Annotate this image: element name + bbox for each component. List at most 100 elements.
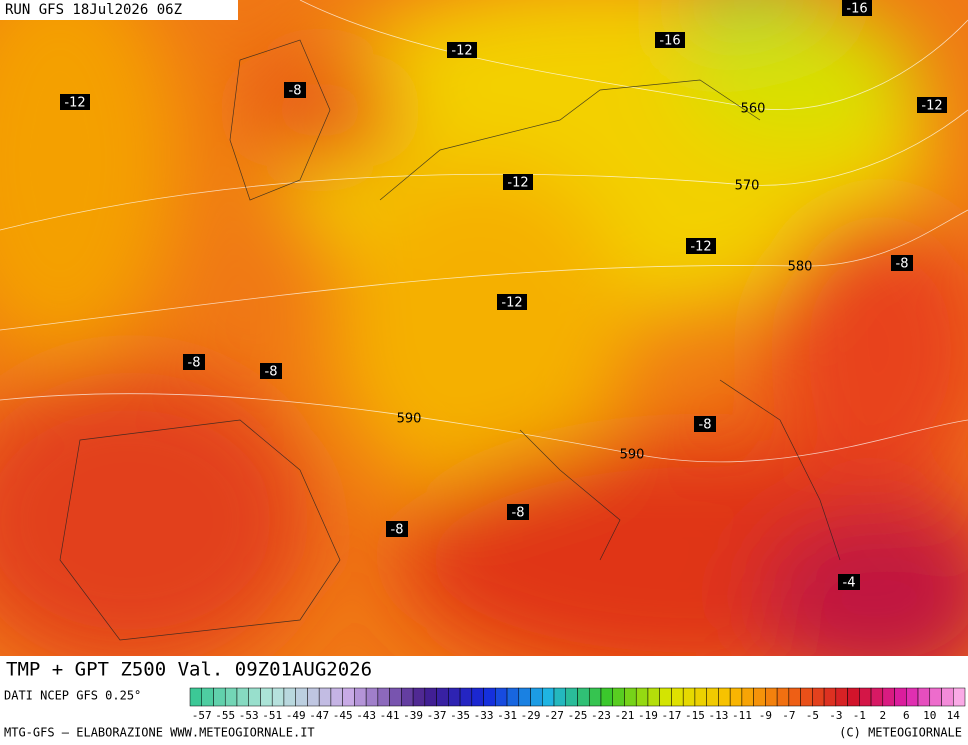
color-swatch: [577, 687, 590, 707]
temperature-label: -8: [289, 84, 302, 99]
temperature-label: -12: [690, 240, 711, 255]
color-swatch: [659, 687, 672, 707]
temperature-label: -12: [501, 296, 522, 311]
color-swatch: [917, 687, 931, 707]
color-swatch: [330, 687, 343, 707]
temperature-label: -8: [896, 257, 909, 272]
color-swatch: [929, 687, 942, 707]
credit-text: MTG-GFS — ELABORAZIONE WWW.METEOGIORNALE…: [4, 726, 315, 740]
legend-label: -57: [192, 709, 212, 722]
color-swatch: [847, 687, 860, 707]
color-swatch: [271, 687, 285, 707]
temperature-label: -4: [843, 576, 856, 591]
label-box: [686, 238, 716, 254]
legend-label: -19: [638, 709, 658, 722]
color-swatch: [741, 687, 754, 707]
color-swatch: [694, 687, 707, 707]
legend-label: -43: [356, 709, 376, 722]
color-swatch: [342, 687, 355, 707]
color-swatch: [295, 687, 308, 707]
color-swatch: [635, 687, 649, 707]
color-swatch: [506, 687, 520, 707]
color-swatch: [318, 687, 332, 707]
legend-label: -15: [685, 709, 705, 722]
title-box: [0, 656, 413, 684]
temperature-label: -8: [188, 356, 201, 371]
label-box: [497, 294, 527, 310]
color-swatch: [201, 687, 214, 707]
color-swatch: [906, 687, 919, 707]
color-swatch: [823, 687, 837, 707]
color-swatch: [753, 687, 766, 707]
coastlines: [59, 39, 841, 641]
temperature-label: -8: [699, 418, 712, 433]
legend-label: -35: [450, 709, 470, 722]
legend-label: 10: [923, 709, 936, 722]
legend-label: -33: [474, 709, 494, 722]
legend-label: 6: [903, 709, 910, 722]
color-swatch: [424, 687, 437, 707]
color-swatch: [483, 687, 496, 707]
height-label: 580: [788, 260, 813, 275]
color-swatch: [459, 687, 473, 707]
legend-label: 2: [879, 709, 886, 722]
contour-labels: -12 -8 -12 -16 -16 560 -12 -12 570 -12 580 -8 -12 -8 -…: [60, 0, 947, 591]
legend-label: -5: [806, 709, 819, 722]
color-swatch: [788, 687, 801, 707]
label-box: [838, 574, 860, 590]
legend-label: -39: [403, 709, 423, 722]
color-swatch: [283, 687, 296, 707]
color-swatch: [776, 687, 790, 707]
color-swatch: [448, 687, 461, 707]
color-swatch: [354, 687, 367, 707]
color-swatch: [671, 687, 684, 707]
temperature-label: -12: [451, 44, 472, 59]
color-swatch: [377, 687, 390, 707]
color-swatch: [307, 687, 320, 707]
color-swatch: [859, 687, 872, 707]
label-box: [60, 94, 90, 110]
color-swatch: [565, 687, 578, 707]
temperature-label: -8: [391, 523, 404, 538]
color-swatch: [224, 687, 238, 707]
legend-label: -21: [615, 709, 635, 722]
color-swatch: [718, 687, 731, 707]
label-box: [386, 521, 408, 537]
color-swatch: [436, 687, 449, 707]
label-box: [891, 255, 913, 271]
color-swatch: [835, 687, 848, 707]
label-box: [183, 354, 205, 370]
color-swatch: [682, 687, 696, 707]
color-swatch: [553, 687, 567, 707]
color-swatch: [600, 687, 613, 707]
legend-label: -45: [333, 709, 353, 722]
isohypses: [0, 0, 968, 463]
color-swatch: [530, 687, 543, 707]
temperature-label: -12: [507, 176, 528, 191]
legend-label: -1: [853, 709, 866, 722]
color-swatch: [471, 687, 484, 707]
legend-label: -23: [591, 709, 611, 722]
color-swatch: [729, 687, 743, 707]
temperature-label: -8: [512, 506, 525, 521]
legend-label: -17: [662, 709, 682, 722]
color-swatch: [612, 687, 625, 707]
color-swatch: [812, 687, 825, 707]
color-swatch: [236, 687, 249, 707]
legend-label: -3: [829, 709, 842, 722]
legend-label: -51: [262, 709, 282, 722]
color-swatch: [213, 687, 226, 707]
height-label: 570: [735, 179, 760, 194]
color-swatch: [800, 687, 813, 707]
copyright-text: (C) METEOGIORNALE: [839, 726, 962, 740]
legend-label: -31: [497, 709, 517, 722]
map: [0, 0, 968, 656]
color-swatch: [894, 687, 907, 707]
color-swatch: [412, 687, 426, 707]
color-swatch: [706, 687, 719, 707]
label-box: [842, 0, 872, 16]
height-label: 590: [620, 448, 645, 463]
label-box: [260, 363, 282, 379]
color-swatch: [495, 687, 508, 707]
